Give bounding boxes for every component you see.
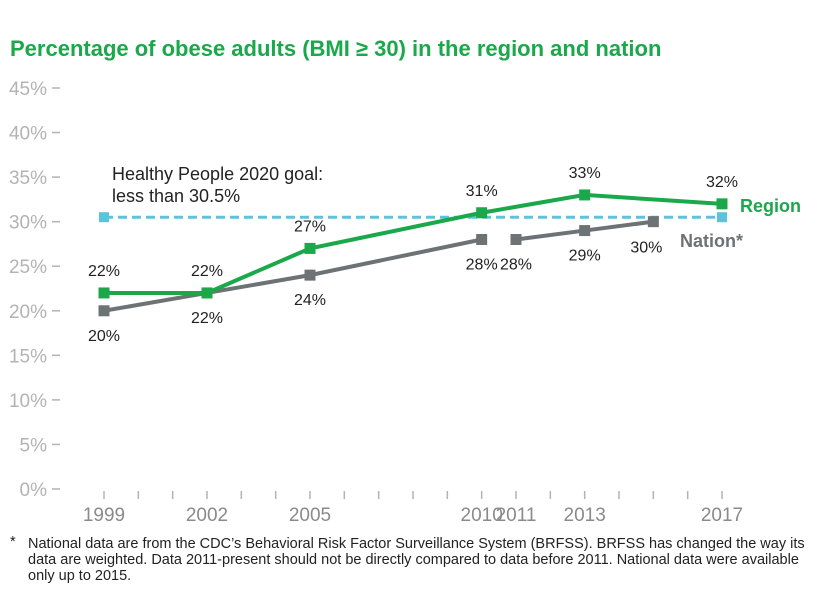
chart-title: Percentage of obese adults (BMI ≥ 30) in… (10, 36, 662, 61)
region-series-label: Region (740, 196, 801, 216)
nation-data-label: 22% (191, 310, 223, 327)
y-tick-label: 30% (9, 213, 47, 234)
region-data-label: 31% (466, 183, 498, 200)
y-tick-label: 5% (20, 435, 48, 456)
y-axis: 0% 5% 10% 15% 20% 25% 30% 35% 40% 45% (9, 79, 60, 501)
series-group (98, 189, 728, 317)
x-tick-label: 2013 (564, 505, 606, 526)
y-tick-label: 45% (9, 79, 47, 100)
x-tick-label: 1999 (83, 505, 125, 526)
y-tick-label: 40% (9, 124, 47, 145)
y-tick-label: 15% (9, 346, 47, 367)
region-marker (716, 198, 728, 210)
x-tick-label: 2005 (289, 505, 331, 526)
nation-data-label: 30% (630, 240, 662, 257)
region-marker (304, 242, 316, 254)
region-line (104, 192, 723, 295)
nation-data-label: 20% (88, 328, 120, 345)
goal-line-group: Healthy People 2020 goal:less than 30.5% (99, 164, 727, 223)
footnote-text: National data are from the CDC’s Behavio… (28, 536, 805, 584)
region-data-label: 27% (294, 218, 326, 235)
nation-data-label: 28% (466, 256, 498, 273)
y-tick-label: 10% (9, 391, 47, 412)
y-tick-label: 35% (9, 168, 47, 189)
region-data-label: 22% (88, 263, 120, 280)
data-labels-group: 22% 22% 27% 31% 33% 32% 20% 22% 24% 28% 28% 29% 30% R… (88, 165, 801, 345)
goal-label-line2: less than 30.5% (112, 186, 240, 206)
goal-marker (717, 212, 727, 223)
x-tick-label: 2017 (701, 505, 743, 526)
line-chart: 0% 5% 10% 15% 20% 25% 30% 35% 40% 45% 1999 2002 200… (9, 79, 801, 526)
goal-label-line1: Healthy People 2020 goal: (112, 164, 323, 184)
y-tick-label: 0% (20, 480, 48, 501)
nation-data-label: 29% (569, 248, 601, 265)
region-marker (201, 287, 213, 299)
nation-marker (476, 233, 488, 245)
y-tick-label: 20% (9, 302, 47, 323)
footnote-marker: * (10, 534, 16, 550)
nation-data-label: 24% (294, 292, 326, 309)
nation-series-label: Nation* (680, 231, 743, 251)
x-tick-label: 2002 (186, 505, 228, 526)
region-marker (98, 287, 110, 299)
nation-marker (510, 233, 522, 245)
region-marker (476, 207, 488, 219)
footnote: * National data are from the CDC’s Behav… (10, 534, 810, 584)
x-tick-label: 2010 (461, 505, 503, 526)
nation-marker (98, 305, 110, 317)
nation-marker (647, 216, 659, 228)
region-data-label: 33% (569, 165, 601, 182)
nation-marker (579, 225, 591, 237)
goal-marker (99, 212, 109, 223)
nation-line (103, 237, 483, 313)
y-tick-label: 25% (9, 257, 47, 278)
region-marker (579, 189, 591, 201)
nation-data-label: 28% (500, 256, 532, 273)
nation-marker (304, 269, 316, 281)
region-data-label: 22% (191, 263, 223, 280)
region-data-label: 32% (706, 174, 738, 191)
x-tick-label: 2011 (496, 505, 537, 526)
